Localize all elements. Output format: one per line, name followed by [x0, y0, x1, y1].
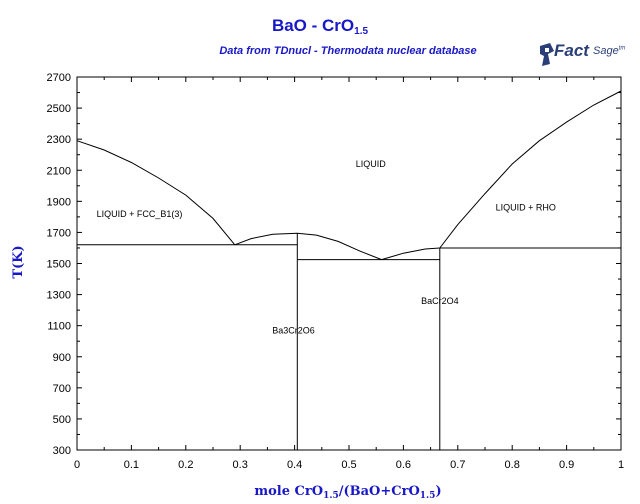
logo-text-sage-word: Sage: [593, 45, 619, 57]
y-tick-label: 1100: [47, 321, 71, 333]
y-tick-label: 1900: [47, 196, 71, 208]
factsage-logo-mark: [540, 43, 554, 66]
y-tick-label: 1700: [47, 227, 71, 239]
x-axis-label-part: mole CrO: [254, 484, 323, 499]
region-label: LIQUID + RHO: [496, 203, 556, 213]
logo-text-sage: Sagetm: [593, 45, 625, 57]
y-tick-label: 2700: [47, 72, 71, 84]
y-tick-label: 900: [53, 352, 71, 364]
y-axis-label: T(K): [11, 245, 26, 278]
region-label: LIQUID + FCC_B1(3): [97, 209, 183, 219]
x-axis-label-subscript: 1.5: [420, 491, 436, 501]
chart-title: BaO - CrO1.5: [0, 16, 640, 37]
y-tick-label: 500: [53, 414, 71, 426]
region-label: BaCr2O4: [421, 296, 459, 306]
x-tick-label: 0.8: [505, 459, 520, 471]
x-tick-label: 0: [74, 459, 80, 471]
x-tick-label: 0.1: [124, 459, 139, 471]
x-axis-label-subscript: 1.5: [323, 491, 339, 501]
phase-boundary-line-2: [234, 232, 382, 261]
y-tick-label: 2100: [47, 165, 71, 177]
x-tick-label: 0.4: [287, 459, 302, 471]
y-tick-label: 1300: [47, 290, 71, 302]
factsage-logo: Fact Sagetm: [538, 41, 625, 71]
y-tick-label: 2300: [47, 134, 71, 146]
y-tick-label: 2500: [47, 103, 71, 115]
plot-frame: [76, 76, 622, 451]
x-axis-label: mole CrO1.5/(BaO+CrO1.5): [254, 484, 441, 501]
logo-trademark: tm: [618, 45, 626, 52]
y-tick-label: 700: [53, 383, 71, 395]
title-subscript: 1.5: [354, 26, 369, 37]
x-axis-label-part: /(BaO+CrO: [339, 484, 420, 499]
phase-boundary-line-3: [381, 247, 440, 261]
x-axis-label-part: ): [435, 484, 441, 499]
x-tick-label: 0.5: [341, 459, 356, 471]
x-tick-label: 0.6: [396, 459, 411, 471]
x-tick-label: 1: [618, 459, 624, 471]
x-tick-label: 0.9: [559, 459, 574, 471]
x-tick-label: 0.2: [178, 459, 193, 471]
x-tick-label: 0.7: [450, 459, 465, 471]
region-label: Ba3Cr2O6: [272, 325, 315, 335]
y-tick-label: 300: [53, 445, 71, 457]
x-tick-label: 0.3: [233, 459, 248, 471]
phase-boundary-line-4: [439, 90, 622, 249]
title-main: BaO - CrO: [271, 16, 355, 35]
region-label: LIQUID: [356, 159, 387, 169]
chart-subtitle: Data from TDnucl - Thermodata nuclear da…: [219, 45, 477, 57]
logo-text-fact: Fact: [554, 41, 589, 60]
y-tick-label: 1500: [47, 259, 71, 271]
phase-boundary-line-1: [76, 140, 236, 246]
